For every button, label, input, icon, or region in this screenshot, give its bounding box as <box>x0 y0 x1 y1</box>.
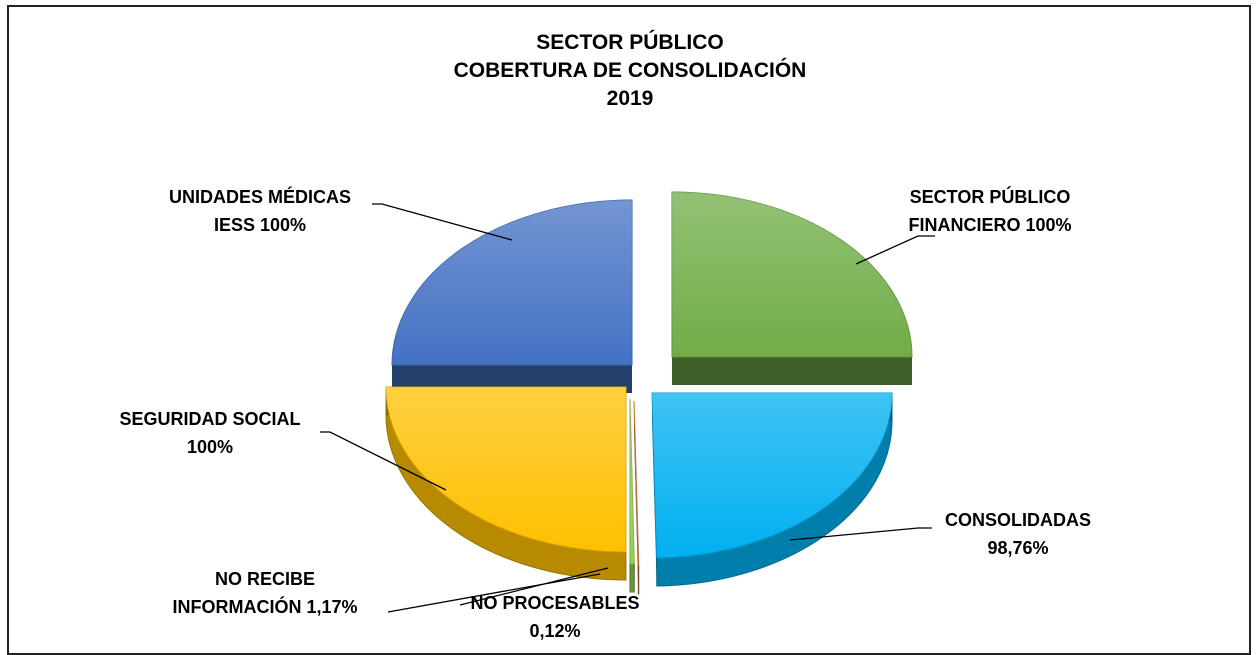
label-consolidadas-line-1: CONSOLIDADAS <box>918 506 1118 534</box>
label-no-procesables-line-1: NO PROCESABLES <box>440 589 670 617</box>
label-consolidadas-line-2: 98,76% <box>918 534 1118 562</box>
label-seguridad-social: SEGURIDAD SOCIAL 100% <box>100 405 320 461</box>
slice-side-3 <box>630 564 634 592</box>
label-no-recibe-line-1: NO RECIBE <box>140 565 390 593</box>
label-no-recibe-line-2: INFORMACIÓN 1,17% <box>140 593 390 621</box>
slice-gloss-2 <box>634 401 639 566</box>
label-financiero-line-1: SECTOR PÚBLICO <box>870 183 1110 211</box>
label-unidades-medicas-line-2: IESS 100% <box>140 211 380 239</box>
label-no-procesables-line-2: 0,12% <box>440 617 670 645</box>
label-no-procesables: NO PROCESABLES 0,12% <box>440 589 670 645</box>
label-no-recibe: NO RECIBE INFORMACIÓN 1,17% <box>140 565 390 621</box>
label-unidades-medicas-line-1: UNIDADES MÉDICAS <box>140 183 380 211</box>
label-financiero-line-2: FINANCIERO 100% <box>870 211 1110 239</box>
label-unidades-medicas: UNIDADES MÉDICAS IESS 100% <box>140 183 380 239</box>
label-consolidadas: CONSOLIDADAS 98,76% <box>918 506 1118 562</box>
slice-gloss-3 <box>630 399 634 564</box>
leader-line-5 <box>372 204 512 240</box>
slice-wall-0-1 <box>672 357 912 385</box>
label-seguridad-social-line-2: 100% <box>100 433 320 461</box>
label-seguridad-social-line-1: SEGURIDAD SOCIAL <box>100 405 320 433</box>
slice-gloss-4 <box>386 387 626 552</box>
label-financiero: SECTOR PÚBLICO FINANCIERO 100% <box>870 183 1110 239</box>
slice-gloss-5 <box>392 200 632 365</box>
leader-line-0 <box>856 236 935 264</box>
